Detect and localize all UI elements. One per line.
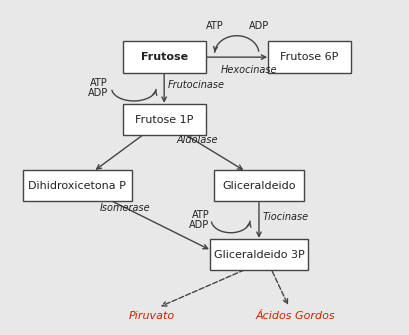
Text: ATP: ATP	[90, 78, 108, 88]
Text: ATP: ATP	[206, 21, 223, 31]
Text: Piruvato: Piruvato	[129, 311, 175, 321]
Text: Frutocinase: Frutocinase	[168, 80, 225, 90]
FancyBboxPatch shape	[209, 239, 308, 270]
FancyBboxPatch shape	[213, 170, 304, 201]
Text: Gliceraldeido: Gliceraldeido	[222, 181, 296, 191]
Text: Dihidroxicetona P: Dihidroxicetona P	[29, 181, 126, 191]
Text: ADP: ADP	[88, 88, 108, 98]
Text: Frutose 6P: Frutose 6P	[280, 52, 339, 62]
Text: ADP: ADP	[249, 21, 269, 31]
FancyBboxPatch shape	[123, 104, 205, 135]
Text: Frutose: Frutose	[141, 52, 188, 62]
FancyBboxPatch shape	[268, 42, 351, 73]
Text: Hexocinase: Hexocinase	[220, 65, 277, 75]
Text: Frutose 1P: Frutose 1P	[135, 115, 193, 125]
Text: Gliceraldeido 3P: Gliceraldeido 3P	[213, 250, 304, 260]
Text: ATP: ATP	[191, 210, 209, 220]
Text: ADP: ADP	[189, 220, 209, 230]
Text: Isomerase: Isomerase	[100, 203, 150, 213]
FancyBboxPatch shape	[23, 170, 132, 201]
Text: Tiocinase: Tiocinase	[263, 212, 309, 222]
Text: Aldolase: Aldolase	[176, 135, 218, 145]
FancyBboxPatch shape	[123, 42, 205, 73]
Text: Ácidos Gordos: Ácidos Gordos	[256, 311, 335, 321]
